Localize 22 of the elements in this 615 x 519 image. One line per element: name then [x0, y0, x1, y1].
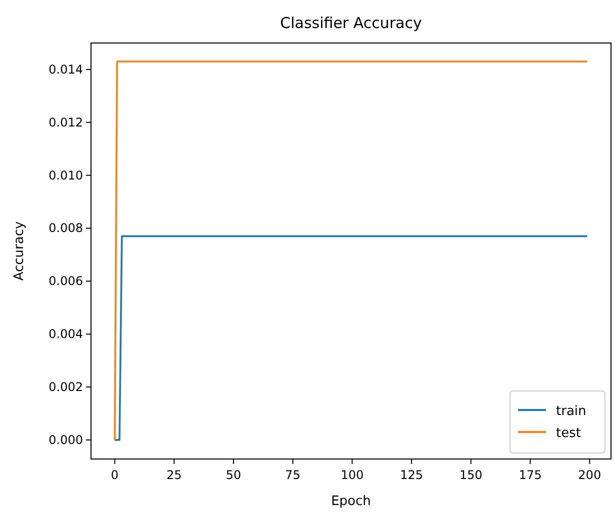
y-tick-label: 0.006 — [48, 274, 83, 288]
x-tick-label: 125 — [400, 468, 423, 482]
x-tick-label: 0 — [110, 468, 119, 482]
y-tick-label: 0.002 — [48, 380, 83, 394]
y-tick-label: 0.012 — [48, 115, 83, 130]
y-axis-title: Accuracy — [12, 221, 27, 281]
x-tick-label: 175 — [518, 468, 542, 482]
y-tick-label: 0.010 — [48, 168, 83, 182]
y-tick-label: 0.008 — [48, 221, 83, 236]
y-tick-label: 0.014 — [48, 62, 83, 76]
legend-label: train — [556, 404, 586, 419]
x-tick-label: 150 — [459, 468, 482, 482]
x-axis-title: Epoch — [331, 494, 371, 509]
legend-label: test — [556, 426, 581, 441]
x-tick-label: 25 — [166, 468, 182, 482]
x-tick-label: 100 — [340, 468, 364, 482]
x-tick-label: 50 — [226, 468, 242, 482]
x-tick-label: 200 — [578, 468, 602, 482]
y-tick-label: 0.000 — [48, 432, 83, 447]
chart-title: Classifier Accuracy — [280, 14, 422, 32]
y-tick-label: 0.004 — [48, 327, 83, 342]
x-tick-label: 75 — [285, 468, 300, 482]
